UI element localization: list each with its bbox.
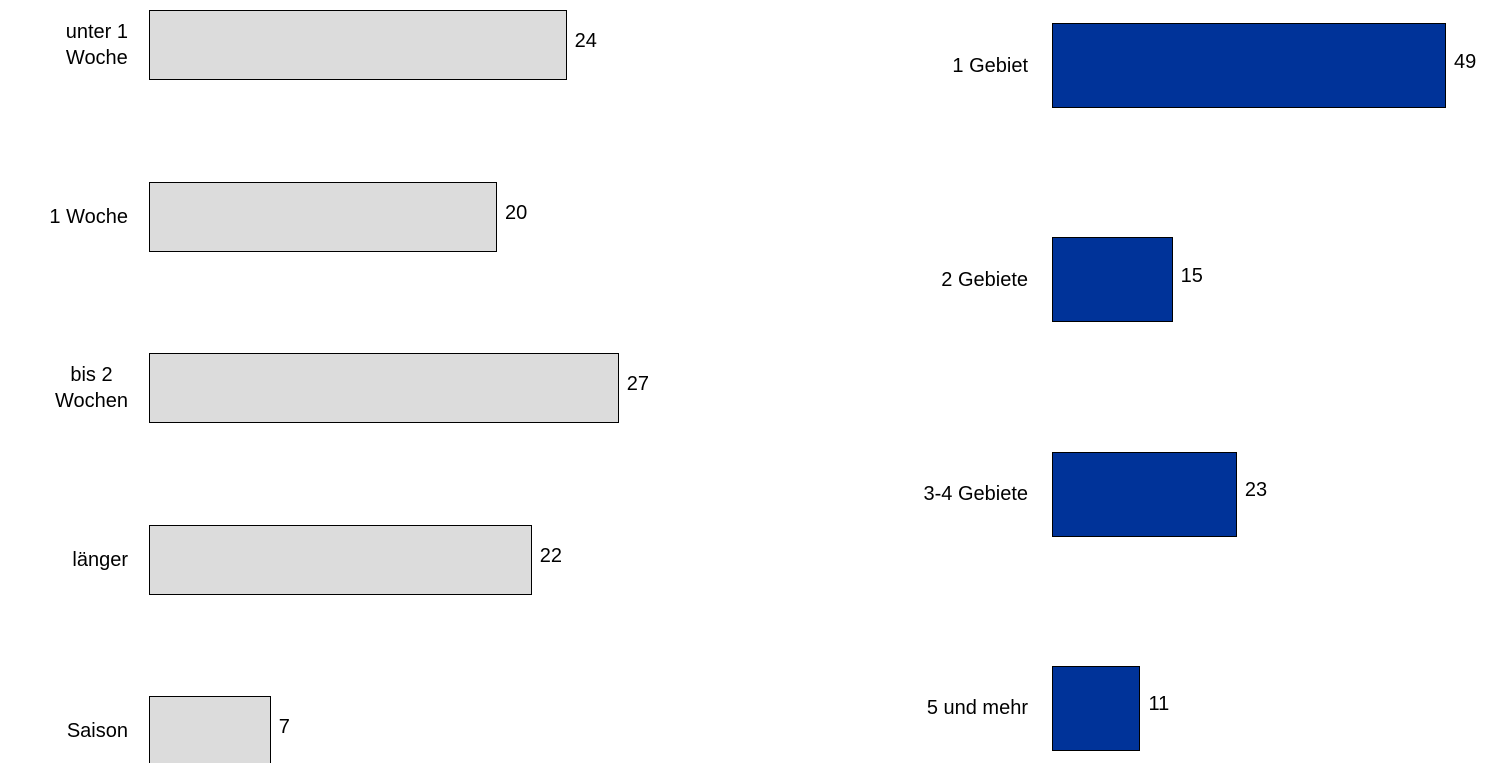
bar [149, 524, 532, 595]
value-label: 24 [574, 30, 597, 52]
bar [149, 181, 497, 252]
value-label: 27 [626, 373, 650, 395]
category-label: 3-4 Gebiete [923, 483, 1028, 506]
bar [1052, 23, 1446, 108]
value-label: 15 [1180, 264, 1203, 287]
bar [1052, 237, 1173, 323]
category-label: 1 Gebiet [952, 54, 1028, 77]
value-label: 7 [278, 716, 290, 738]
value-label: 49 [1453, 50, 1477, 73]
value-label: 22 [539, 544, 563, 567]
bar [149, 696, 271, 763]
value-label: 20 [505, 201, 528, 224]
category-label: 5 und mehr [926, 697, 1028, 720]
bar [149, 10, 567, 80]
value-label: 11 [1148, 693, 1170, 716]
bar [149, 353, 619, 423]
category-label: Saison [66, 720, 128, 742]
category-label: 1 Woche [49, 205, 128, 228]
category-label: bis 2 Wochen [54, 364, 128, 412]
category-label: unter 1 Woche [65, 21, 128, 69]
bar [1052, 451, 1237, 537]
value-label: 23 [1244, 479, 1268, 502]
category-label: länger [72, 548, 128, 571]
category-label: 2 Gebiete [941, 268, 1028, 291]
bar [1052, 665, 1141, 751]
